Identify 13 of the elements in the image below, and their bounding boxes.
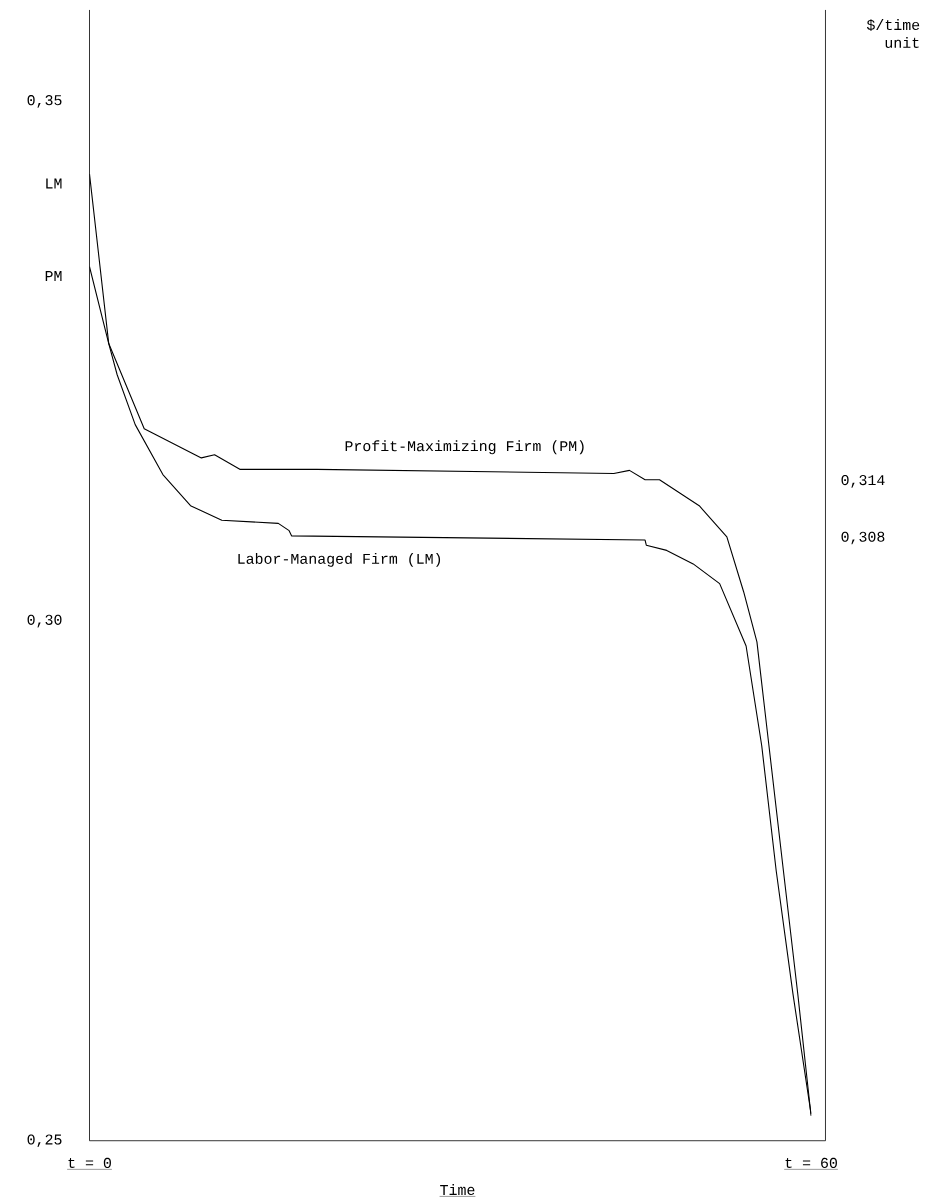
y-tick-label: 0,25 — [27, 1134, 62, 1148]
x-tick-label: t = 0 — [68, 1157, 112, 1168]
x-tick-label: t = 60 — [785, 1157, 838, 1168]
y2-axis-title: $/time unit — [866, 19, 920, 48]
x-axis-title: Time — [440, 1184, 475, 1196]
series-label: Profit-Maximizing Firm (PM) — [345, 440, 584, 455]
y-tick-label: 0,35 — [27, 95, 62, 108]
series-label: Labor-Managed Firm (LM) — [238, 552, 441, 567]
y-tick-label: PM — [45, 271, 62, 281]
y-tick-label: 0,30 — [27, 614, 62, 628]
y2-tick-label: 0,314 — [841, 475, 885, 488]
y-tick-label: LM — [46, 178, 62, 189]
y2-tick-label: 0,308 — [841, 531, 885, 545]
